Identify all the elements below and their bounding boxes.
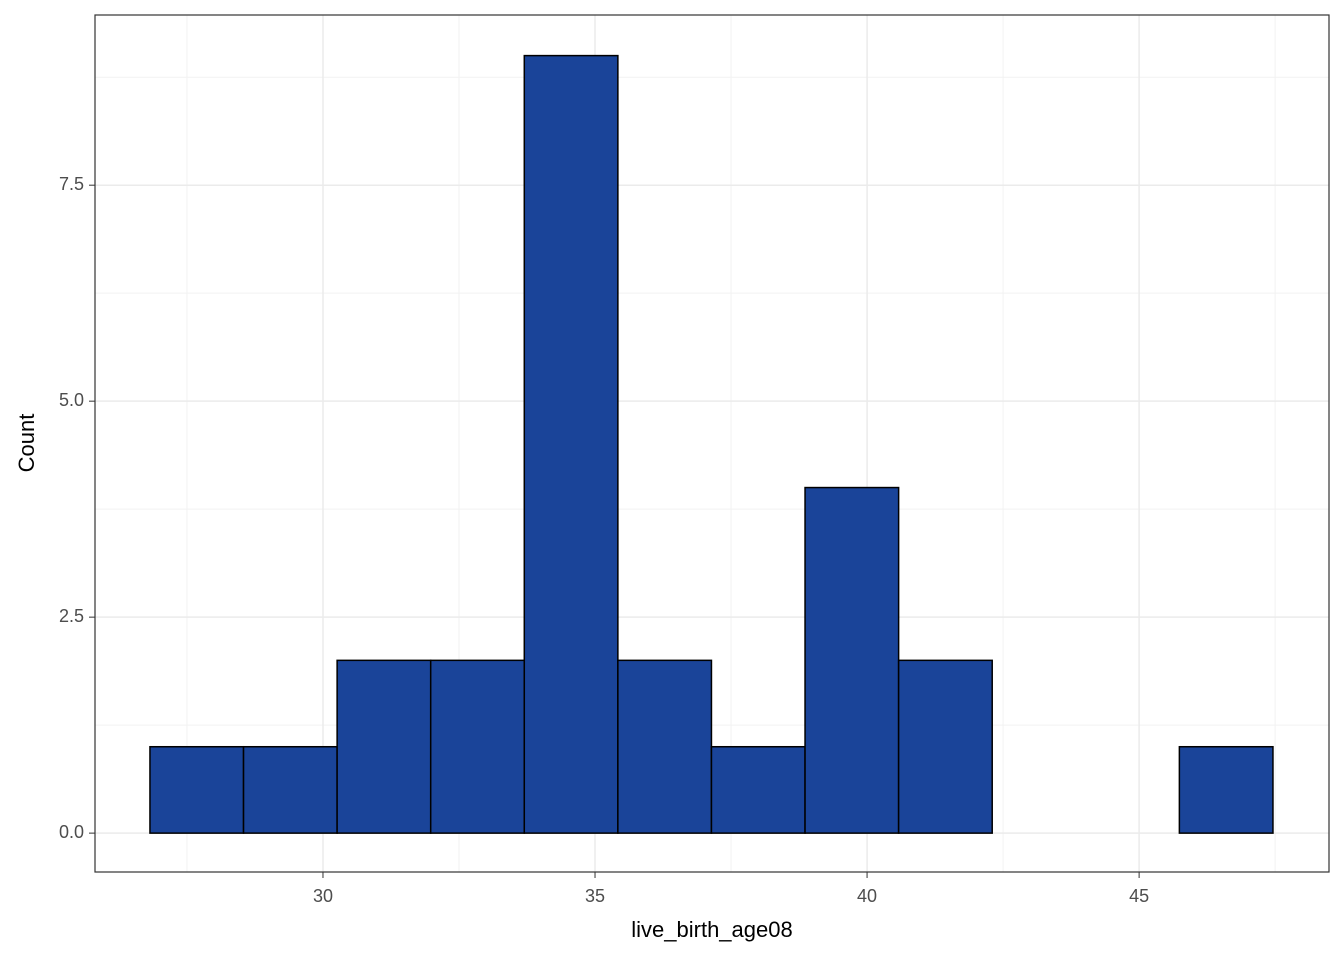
bar (429, 659, 526, 834)
bar (710, 745, 806, 834)
panel-border (94, 14, 1330, 873)
y-tick-label: 0.0 (59, 822, 84, 842)
y-tick-label: 5.0 (59, 390, 84, 410)
x-tick-label: 45 (1129, 886, 1149, 906)
y-axis-title: Count (14, 414, 39, 473)
bar (242, 745, 338, 834)
bar (336, 659, 432, 834)
plot-area: 30 35 40 45 0.0 2.5 5.0 7.5 (59, 14, 1330, 906)
bar (523, 54, 619, 834)
y-tick-label: 2.5 (59, 606, 84, 626)
bar (897, 659, 993, 834)
x-tick-label: 40 (857, 886, 877, 906)
bar (149, 745, 245, 834)
x-tick-label: 35 (585, 886, 605, 906)
bar (1178, 745, 1274, 834)
bar (617, 659, 713, 834)
y-tick-label: 7.5 (59, 174, 84, 194)
x-axis-title: live_birth_age08 (631, 917, 792, 942)
bar (804, 486, 900, 834)
x-tick-label: 30 (313, 886, 333, 906)
